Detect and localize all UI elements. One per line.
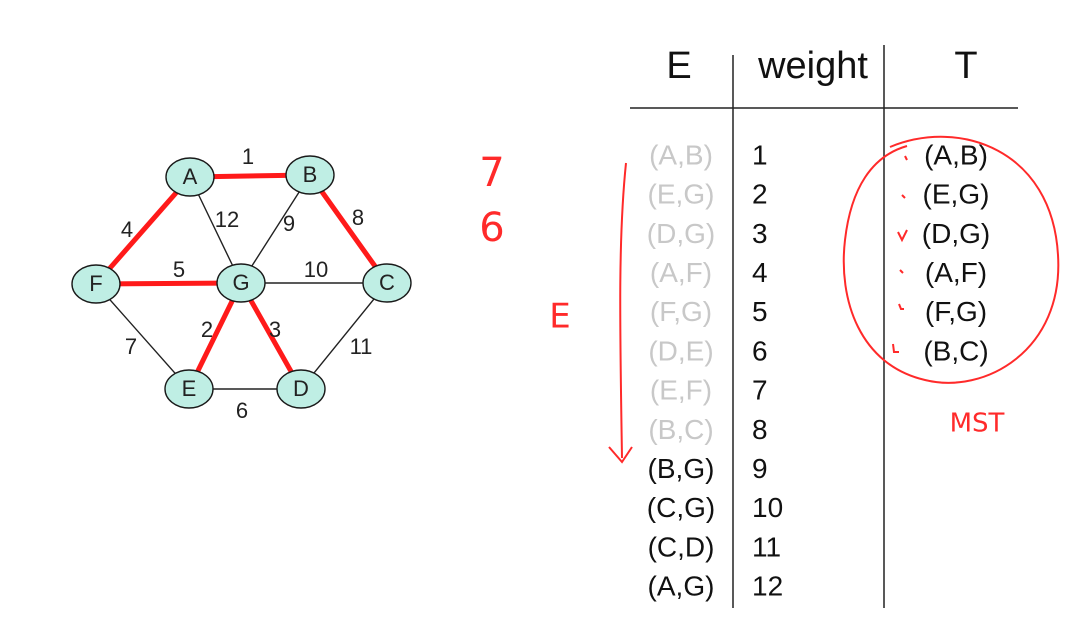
edge-list-item: (C,D) — [648, 531, 715, 562]
node-C: C — [362, 263, 412, 303]
node-label-D: D — [293, 376, 309, 401]
edge-weight-A-B: 1 — [242, 144, 254, 169]
weight-value: 5 — [752, 296, 768, 327]
edge-list-column: (A,B) (E,G) (D,G) (A,F) (F,G) (D,E) (E,F) (B,C)… — [647, 139, 715, 601]
edge-list-item: (B,C) — [648, 414, 713, 445]
weight-value: 6 — [752, 335, 768, 366]
edge-list-item: (A,B) — [649, 139, 713, 170]
tree-column: (A,B) (E,G) (D,G) (A,F) (F,G) (B,C) — [922, 139, 990, 366]
node-F: F — [71, 264, 121, 304]
annotation-arrow-head — [608, 446, 633, 464]
header-tree: T — [954, 45, 977, 87]
node-label-A: A — [183, 164, 198, 189]
edge-weight-A-G: 12 — [215, 207, 239, 232]
weight-value: 3 — [752, 218, 768, 249]
edge-weight-A-F: 4 — [121, 217, 133, 242]
node-B: B — [285, 155, 335, 195]
tree-edge: (E,G) — [923, 179, 990, 210]
annotation-edge-set-label: E — [549, 297, 570, 337]
node-A: A — [165, 157, 215, 197]
edge-list-item: (A,F) — [650, 257, 712, 288]
graph-edge-weights: 1 2 3 4 5 6 7 8 9 10 11 12 — [121, 144, 373, 423]
edge-weight-D-E: 6 — [236, 398, 248, 423]
node-label-F: F — [89, 271, 102, 296]
edge-weight-E-G: 2 — [201, 317, 213, 342]
weight-value: 2 — [752, 179, 768, 210]
tree-edge: (D,G) — [922, 218, 990, 249]
edge-weight-E-F: 7 — [125, 334, 137, 359]
edge-B-G — [240, 174, 311, 284]
edge-A-F — [93, 174, 193, 287]
edge-weight-C-D: 11 — [350, 334, 373, 359]
node-label-C: C — [379, 270, 395, 295]
annotation-check-marks — [892, 155, 908, 353]
edge-list-item: (E,G) — [648, 179, 715, 210]
header-edges: E — [666, 45, 691, 87]
edge-list-item: (B,G) — [648, 453, 715, 484]
edge-weight-F-G: 5 — [173, 257, 185, 282]
tree-edge: (A,F) — [925, 257, 987, 288]
node-label-B: B — [303, 162, 318, 187]
graph-nodes: A B C D E F G — [71, 155, 412, 409]
edge-list-item: (F,G) — [650, 296, 712, 327]
annotation-mst-circle — [842, 135, 1060, 384]
tree-edge: (A,B) — [924, 139, 988, 170]
annotation-mst-label: MST — [950, 409, 1005, 439]
node-label-G: G — [232, 270, 249, 295]
edge-list-item: (A,G) — [648, 571, 715, 602]
weight-value: 7 — [752, 375, 768, 406]
edge-weight-D-G: 3 — [269, 317, 281, 342]
edge-list-item: (D,E) — [648, 335, 713, 366]
edge-E-F — [95, 283, 190, 390]
edge-list-item: (C,G) — [647, 492, 715, 523]
edge-weight-C-G: 10 — [304, 257, 328, 282]
kruskal-table: E weight T (A,B) (E,G) (D,G) (A,F) (F,G) (D,E… — [630, 45, 1018, 608]
node-D: D — [276, 369, 326, 409]
weight-value: 11 — [752, 531, 781, 562]
edge-list-item: (E,F) — [650, 375, 712, 406]
weight-value: 10 — [752, 492, 783, 523]
weight-value: 12 — [752, 571, 783, 602]
edge-C-D — [300, 282, 388, 390]
tree-edge: (B,C) — [923, 335, 988, 366]
weight-value: 1 — [752, 139, 768, 170]
header-weight: weight — [757, 45, 868, 87]
edge-weight-B-C: 8 — [352, 205, 364, 230]
weight-value: 8 — [752, 414, 768, 445]
weight-value: 9 — [752, 453, 768, 484]
annotation-bracket — [619, 162, 627, 459]
edge-B-C — [307, 172, 390, 286]
annotation-counter-bottom: 6 — [479, 205, 504, 251]
node-label-E: E — [182, 376, 197, 401]
weight-value: 4 — [752, 257, 768, 288]
annotation-counter-top: 7 — [479, 150, 504, 196]
handwritten-annotations: 7 6 E MST — [479, 135, 1060, 464]
edge-weight-B-G: 9 — [283, 211, 295, 236]
edge-list-item: (D,G) — [647, 218, 715, 249]
tree-edge: (F,G) — [925, 296, 987, 327]
node-E: E — [164, 369, 214, 409]
node-G: G — [216, 263, 266, 303]
graph-diagram: 1 2 3 4 5 6 7 8 9 10 11 12 A B C — [71, 144, 412, 423]
